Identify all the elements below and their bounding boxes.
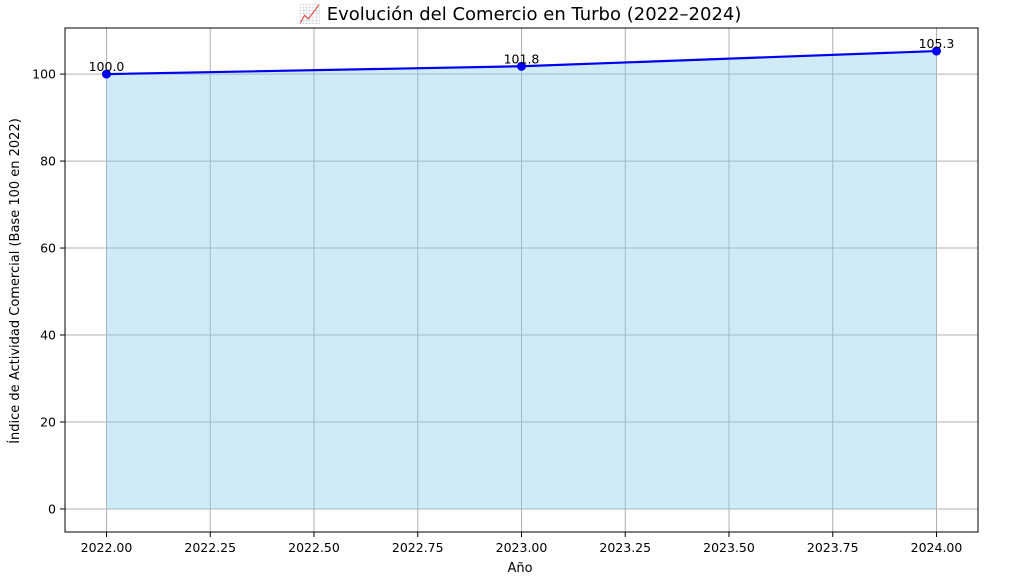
x-tick-label: 2022.00	[81, 540, 133, 555]
x-axis-label: Año	[507, 561, 532, 576]
series-area	[106, 51, 937, 509]
data-labels: 100.0 101.8 105.3	[89, 36, 955, 74]
data-point	[517, 61, 526, 71]
x-tick-label: 2022.25	[184, 540, 236, 555]
x-tick-label: 2023.25	[599, 540, 651, 555]
x-tick-label: 2023.75	[807, 540, 859, 555]
y-axis-label: Índice de Actividad Comercial (Base 100 …	[7, 118, 23, 444]
x-tick-label: 2024.00	[911, 540, 963, 555]
data-label: 101.8	[504, 51, 540, 66]
data-point	[102, 69, 111, 79]
area-layer	[106, 51, 937, 509]
x-tick-label: 2023.50	[703, 540, 755, 555]
y-tick-label: 80	[40, 154, 56, 169]
x-axis-ticks: 2022.00 2022.25 2022.50 2022.75 2023.00 2023.…	[81, 532, 963, 555]
y-tick-label: 60	[40, 241, 56, 256]
x-tick-label: 2022.50	[288, 540, 340, 555]
x-tick-label: 2022.75	[392, 540, 444, 555]
data-label: 105.3	[919, 36, 955, 51]
grid	[65, 28, 978, 532]
points-layer	[102, 46, 941, 79]
data-point	[932, 46, 941, 56]
y-tick-label: 100	[32, 67, 56, 82]
y-tick-label: 20	[40, 414, 56, 429]
chart-title: 📈 Evolución del Comercio en Turbo (2022–…	[299, 3, 742, 25]
y-tick-label: 0	[48, 501, 56, 516]
y-axis-ticks: 0 20 40 60 80 100	[32, 67, 65, 516]
y-tick-label: 40	[40, 328, 56, 343]
data-label: 100.0	[89, 59, 125, 74]
x-tick-label: 2023.00	[496, 540, 548, 555]
